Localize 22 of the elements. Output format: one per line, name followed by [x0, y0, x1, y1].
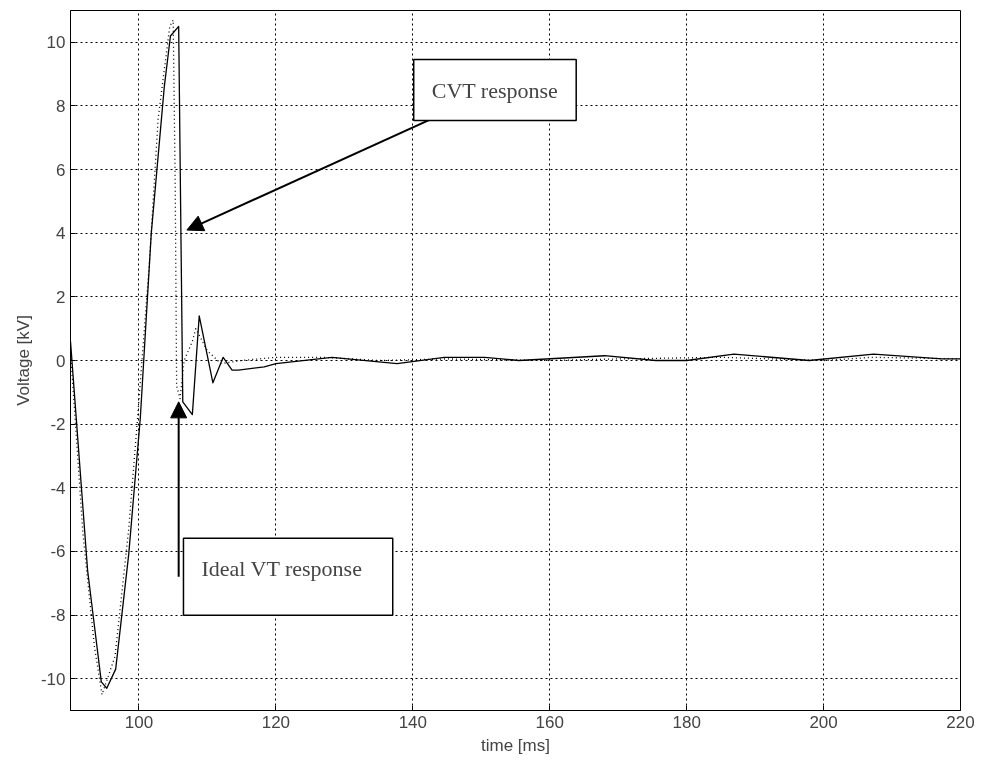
y-tick-label: 2 [56, 287, 66, 307]
x-axis-title: time [ms] [481, 735, 550, 755]
x-tick-label: 160 [535, 712, 564, 732]
y-tick-label: 0 [56, 351, 66, 371]
y-tick-label: 10 [46, 33, 66, 53]
y-tick-label: 6 [56, 160, 66, 180]
x-tick-label: 200 [809, 712, 838, 732]
y-tick-label: -8 [50, 606, 66, 626]
y-tick-label: -10 [40, 669, 66, 689]
y-axis-title: Voltage [kV] [13, 315, 33, 406]
x-tick-label: 100 [124, 712, 154, 732]
x-tick-label: 220 [946, 712, 975, 732]
x-tick-label: 140 [398, 712, 427, 732]
x-tick-label: 120 [261, 712, 291, 732]
y-tick-label: -2 [50, 415, 66, 435]
y-tick-label: -4 [50, 478, 66, 498]
annotation: CVT response [431, 77, 558, 103]
y-tick-label: -6 [50, 542, 66, 562]
y-tick-label: 8 [56, 96, 66, 116]
x-tick-label: 180 [672, 712, 701, 732]
y-tick-label: 4 [56, 224, 66, 244]
annotation: Ideal VT response [201, 556, 362, 582]
